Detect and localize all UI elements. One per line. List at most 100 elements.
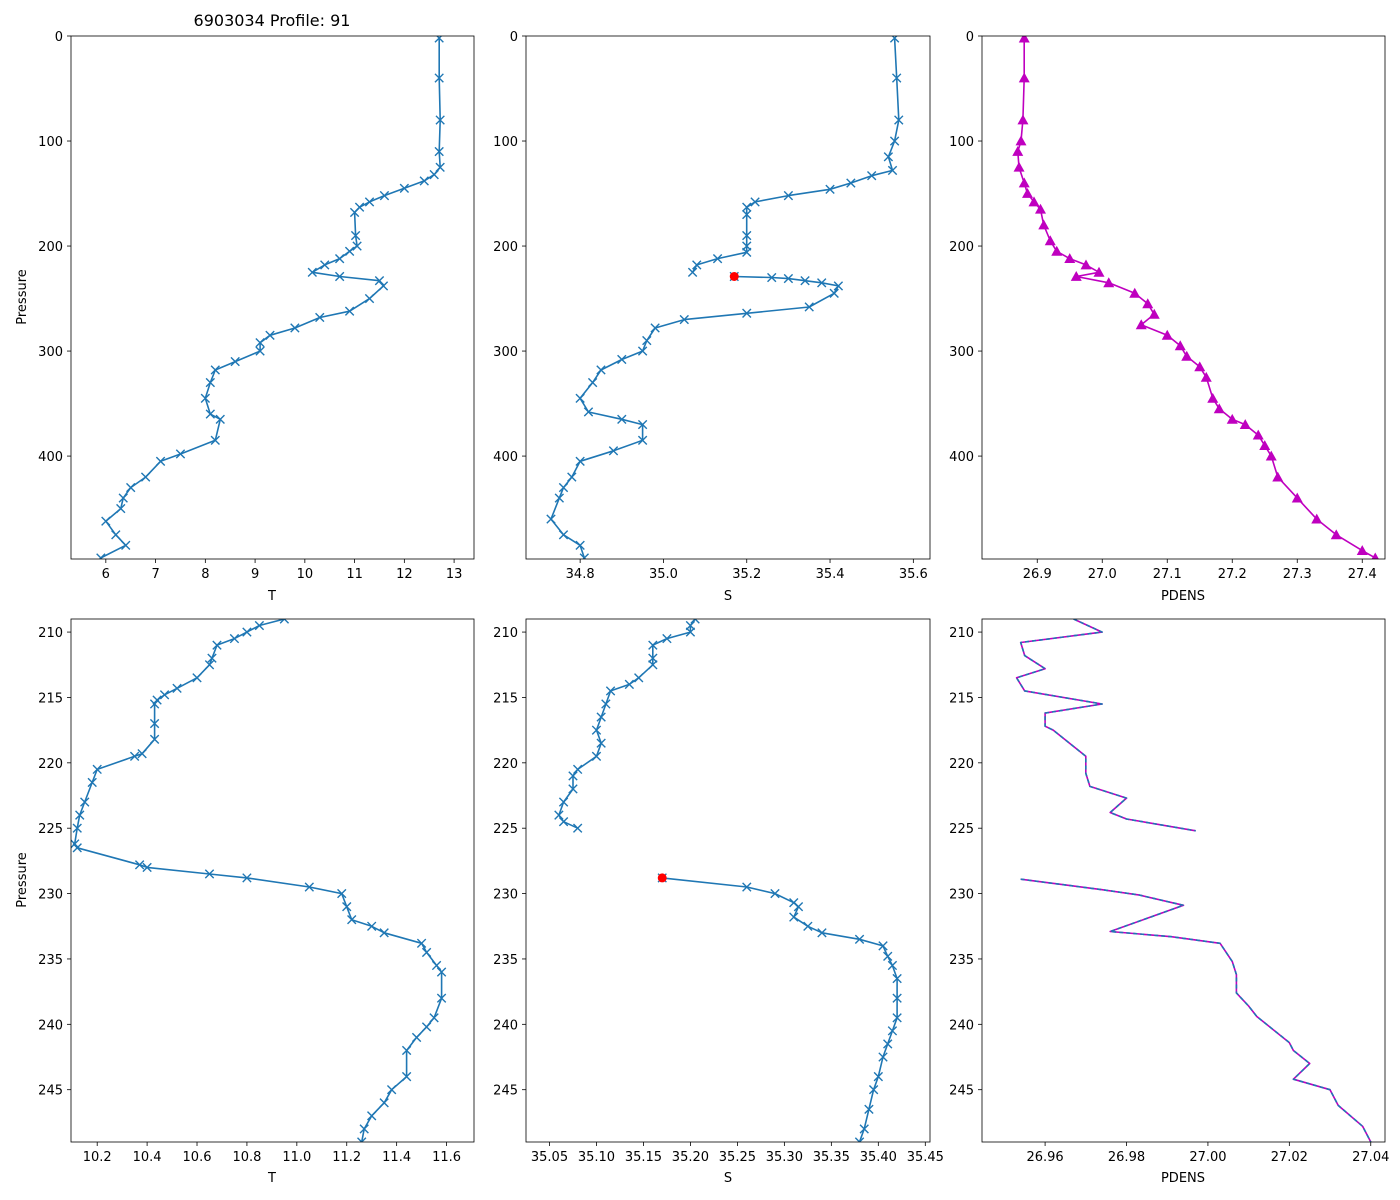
y-tick-label: 220 [493,757,518,772]
series-line [558,619,696,829]
data-marker [624,679,635,690]
y-tick-label: 220 [38,757,63,772]
ylabel-bottom: Pressure [15,852,30,908]
data-marker [436,993,447,1003]
x-tick-label: 27.00 [1189,1150,1226,1165]
x-tick-label: 10.2 [83,1150,112,1165]
data-marker [866,170,877,181]
figure-title: 6903034 Profile: 91 [194,11,351,30]
data-marker [364,197,375,207]
data-marker [334,271,345,282]
data-marker [1356,545,1368,555]
data-marker [347,915,357,925]
data-marker [558,797,569,807]
data-marker [1018,177,1030,188]
data-marker [366,921,377,931]
series-line [550,275,840,559]
x-tick-label: 35.25 [719,1150,756,1165]
y-tick-label: 0 [55,30,63,45]
y-tick-label: 235 [493,953,518,968]
data-marker [572,764,583,775]
data-marker [1252,429,1264,440]
data-marker [1371,552,1379,559]
axes-frame [981,618,1386,1143]
data-marker [817,928,827,938]
y-tick-label: 230 [493,888,518,903]
data-marker [1142,298,1154,309]
series-line [691,38,900,273]
data-marker [690,619,700,624]
data-marker [617,414,627,425]
data-marker [575,540,585,551]
data-marker [75,810,85,820]
data-marker [429,169,439,180]
data-marker [1013,161,1025,172]
data-marker [854,1137,865,1142]
x-tick-label: 13 [446,567,463,582]
data-marker [149,734,160,744]
x-tick-label: 11.4 [382,1150,411,1165]
data-marker [134,860,145,870]
data-marker [833,281,844,291]
data-marker [416,938,427,948]
xlabel-s-full: S [724,589,732,604]
data-marker [887,1026,898,1036]
data-marker [685,627,696,637]
data-marker [864,1104,874,1115]
y-tick-label: 100 [38,135,63,150]
x-tick-label: 10.8 [232,1150,261,1165]
data-marker [421,1022,432,1032]
y-tick-label: 230 [38,888,63,903]
data-marker [742,202,752,212]
data-marker [783,190,794,201]
data-marker [878,941,888,951]
data-marker [1311,513,1323,524]
data-marker [242,873,252,883]
data-marker [583,407,594,417]
data-marker [568,784,578,794]
data-marker [1161,329,1173,340]
x-tick-label: 35.15 [625,1150,662,1165]
y-tick-label: 215 [493,691,518,706]
series-line [73,619,443,1142]
data-marker [204,869,215,879]
data-marker [212,640,222,650]
series-line [1020,878,1372,1142]
data-marker [342,901,352,912]
data-marker [379,928,389,938]
y-tick-label: 400 [38,450,63,465]
y-tick-label: 215 [949,691,974,706]
series-line-overlay [1015,619,1196,832]
data-marker [1103,277,1115,288]
ylabel-top: Pressure [15,269,30,325]
x-tick-label: 35.4 [816,567,845,582]
data-marker [1022,188,1033,198]
data-marker [1064,253,1076,264]
data-marker [1070,270,1082,281]
y-tick-label: 210 [493,626,518,641]
data-marker [434,73,444,83]
plot-area [554,619,902,1142]
y-tick-label: 210 [949,626,974,641]
data-marker [568,771,578,781]
data-marker [435,162,445,172]
x-tick-label: 35.35 [813,1150,850,1165]
data-marker [817,278,827,288]
data-marker [352,241,362,251]
x-tick-label: 35.05 [531,1150,568,1165]
data-marker [1265,450,1277,461]
data-marker [230,356,240,367]
data-marker [883,1039,893,1049]
chart-pdens_zoom: 26.96 26.98 27.00 27.02 27.04 210 215 220 225 230… [949,618,1389,1165]
data-marker [255,346,265,356]
x-tick-label: 10.6 [183,1150,212,1165]
data-marker [334,253,345,264]
data-marker [601,699,611,709]
data-marker [1213,403,1225,414]
data-marker [290,323,300,333]
data-marker [431,960,442,971]
x-tick-label: 35.0 [649,567,678,582]
y-tick-label: 225 [38,822,63,837]
series-line [1016,38,1376,559]
x-tick-label: 12 [396,567,413,582]
